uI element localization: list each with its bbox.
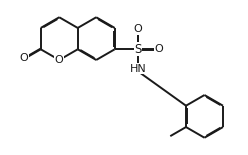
Text: S: S: [134, 43, 142, 56]
Text: O: O: [134, 24, 143, 34]
Text: O: O: [55, 55, 63, 65]
Text: O: O: [155, 44, 163, 54]
Text: HN: HN: [130, 64, 147, 73]
Text: O: O: [20, 53, 28, 63]
